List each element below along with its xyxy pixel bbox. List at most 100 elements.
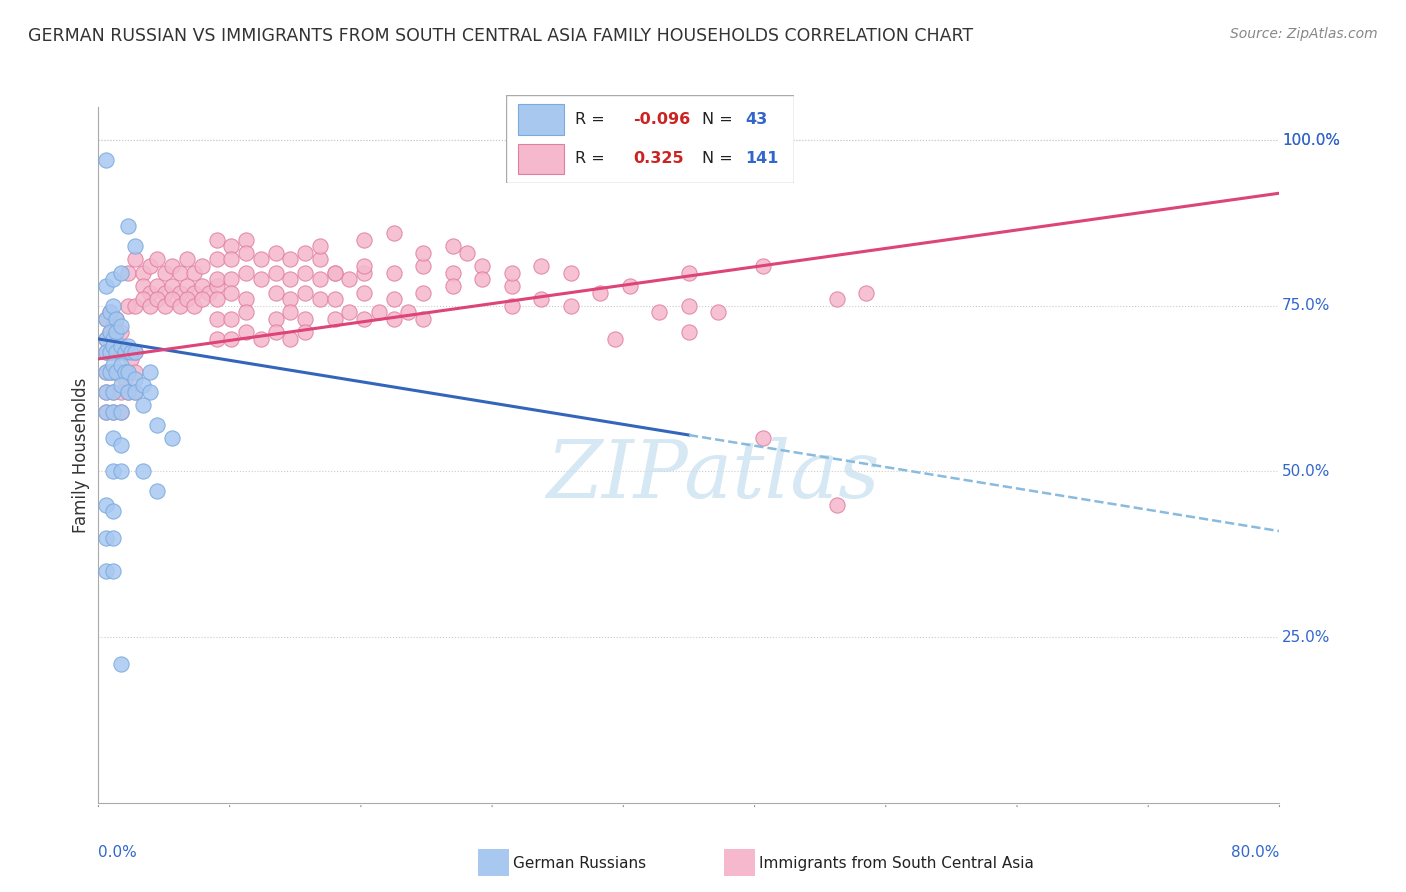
Point xyxy=(98,345,121,359)
Point xyxy=(382,292,405,306)
Point xyxy=(117,384,139,399)
Point xyxy=(132,292,155,306)
Point xyxy=(751,431,773,445)
Point xyxy=(110,378,132,392)
Point xyxy=(110,405,132,419)
Point xyxy=(501,266,523,280)
Text: 43: 43 xyxy=(745,112,768,127)
Point xyxy=(132,279,155,293)
Point xyxy=(235,292,257,306)
Text: N =: N = xyxy=(702,152,733,166)
Point xyxy=(94,312,117,326)
Point xyxy=(176,279,198,293)
Point xyxy=(219,272,242,286)
Point xyxy=(153,266,176,280)
Point xyxy=(235,233,257,247)
Point xyxy=(103,365,125,379)
Point xyxy=(169,285,191,300)
Point xyxy=(191,292,214,306)
Point xyxy=(94,312,117,326)
Point xyxy=(382,266,405,280)
Point xyxy=(501,299,523,313)
Point xyxy=(169,299,191,313)
Point xyxy=(162,279,183,293)
Point xyxy=(219,239,242,253)
Point xyxy=(412,245,434,260)
Text: 100.0%: 100.0% xyxy=(1282,133,1340,148)
Point xyxy=(198,285,221,300)
Point xyxy=(98,365,121,379)
Text: N =: N = xyxy=(702,112,733,127)
Point xyxy=(110,359,132,373)
Point xyxy=(94,498,117,512)
Point xyxy=(183,285,205,300)
Point xyxy=(98,326,121,340)
Point xyxy=(412,285,434,300)
Point xyxy=(205,233,228,247)
Point xyxy=(114,372,136,386)
Point xyxy=(103,272,125,286)
Point xyxy=(114,345,136,359)
Point xyxy=(353,312,375,326)
Point xyxy=(855,285,877,300)
Text: ZIPatlas: ZIPatlas xyxy=(546,437,879,515)
Point xyxy=(103,318,125,333)
Point xyxy=(205,312,228,326)
Point xyxy=(264,245,287,260)
Point xyxy=(110,384,132,399)
Point xyxy=(124,365,146,379)
Point xyxy=(110,465,132,479)
Point xyxy=(250,272,273,286)
Point xyxy=(98,365,121,379)
Point xyxy=(110,438,132,452)
Point xyxy=(205,272,228,286)
Point xyxy=(560,299,582,313)
Point xyxy=(456,245,478,260)
Point xyxy=(751,259,773,273)
Text: 50.0%: 50.0% xyxy=(1282,464,1330,479)
Point xyxy=(94,332,117,346)
Point xyxy=(264,266,287,280)
Point xyxy=(678,326,700,340)
Point xyxy=(337,305,360,319)
Point xyxy=(278,252,302,267)
Point xyxy=(103,384,125,399)
Point xyxy=(530,259,553,273)
Point xyxy=(264,326,287,340)
Point xyxy=(264,285,287,300)
Point xyxy=(146,418,169,433)
Point xyxy=(323,266,346,280)
Point xyxy=(396,305,419,319)
Point xyxy=(678,266,700,280)
Point xyxy=(103,531,125,545)
Point xyxy=(103,431,125,445)
Point xyxy=(337,272,360,286)
Text: 0.325: 0.325 xyxy=(633,152,683,166)
Point xyxy=(412,259,434,273)
Point xyxy=(169,266,191,280)
Point xyxy=(323,292,346,306)
Text: 75.0%: 75.0% xyxy=(1282,298,1330,313)
Text: 100.0%: 100.0% xyxy=(1282,133,1340,148)
Point xyxy=(105,365,128,379)
Point xyxy=(117,345,139,359)
Point xyxy=(235,305,257,319)
Point xyxy=(105,326,128,340)
Point xyxy=(825,498,848,512)
Point xyxy=(219,312,242,326)
Point xyxy=(132,398,155,412)
Point xyxy=(94,405,117,419)
Point xyxy=(120,351,142,366)
Point xyxy=(471,272,494,286)
Point xyxy=(146,484,169,499)
Point xyxy=(139,384,162,399)
FancyBboxPatch shape xyxy=(506,95,794,183)
Point xyxy=(219,285,242,300)
Point xyxy=(139,365,162,379)
Point xyxy=(146,292,169,306)
Point xyxy=(114,365,136,379)
Point xyxy=(117,365,139,379)
Point xyxy=(110,345,132,359)
Point xyxy=(382,226,405,240)
Point xyxy=(132,378,155,392)
